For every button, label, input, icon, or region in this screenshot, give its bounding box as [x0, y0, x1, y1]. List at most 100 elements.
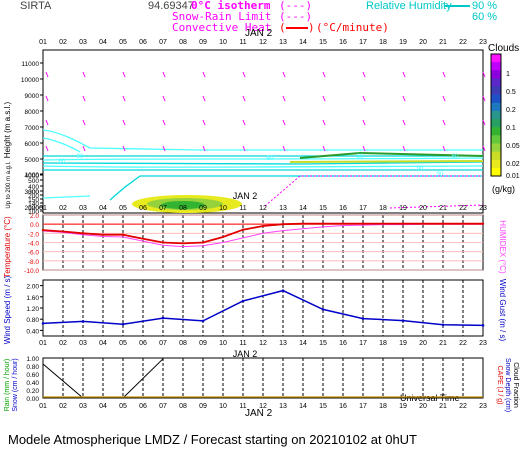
hour-label: 14 — [299, 340, 307, 347]
hour-label: 22 — [459, 39, 467, 46]
plot-area: 01 02 03 04 05 06 07 08 09 10 11 12 13 14 15 16 17 18 19 20… — [21, 39, 520, 410]
wind-speed-point — [81, 320, 85, 323]
cloud-scale-swatch — [491, 94, 501, 104]
wind-speed-point — [121, 322, 125, 326]
wind-barb — [202, 71, 206, 78]
wind-speed-point — [441, 323, 445, 327]
temperature-point — [201, 241, 205, 244]
humidity-isoline — [42, 137, 81, 153]
cloud-scale-swatch — [491, 78, 501, 88]
hour-label: 16 — [339, 39, 347, 46]
precip-tick-label: 0.80 — [26, 364, 39, 371]
height-tick-label: 10000 — [21, 77, 39, 84]
hour-label: 13 — [279, 205, 287, 212]
temperature-tick-label: -4.0 — [28, 241, 40, 248]
hour-label: 15 — [319, 205, 327, 212]
mid-date-label: JAN 2 — [233, 191, 258, 201]
hour-label: 20 — [419, 403, 427, 410]
temperature-tick-label: -2.0 — [28, 231, 40, 238]
hour-label: 04 — [99, 205, 107, 212]
cloud-scale-label: 0.1 — [506, 125, 516, 132]
wind-barb — [82, 119, 86, 126]
height-tick-label: 120 — [28, 205, 39, 212]
wind-barb — [402, 95, 406, 102]
precip-tick-label: 0.60 — [26, 372, 39, 379]
precip-tick-label: 0.00 — [26, 396, 39, 403]
height-tick-label: 2000 — [25, 205, 40, 212]
cloud-scale-label: 0.01 — [506, 173, 520, 180]
legend-zero-isotherm: 0°C isotherm — [191, 0, 271, 12]
wind-speed-point — [41, 322, 45, 325]
height-tick-label: 3000 — [25, 189, 40, 196]
hour-label: 18 — [379, 340, 387, 347]
hour-label: 04 — [99, 340, 107, 347]
hour-label: 10 — [219, 403, 227, 410]
bottom-date-label: JAN 2 — [245, 408, 273, 419]
cloud-scale-swatch — [491, 127, 501, 136]
hour-label: 06 — [139, 39, 147, 46]
hour-label: 02 — [59, 39, 67, 46]
hour-label: 05 — [119, 403, 127, 410]
wind-barb — [242, 71, 246, 78]
height-tick-label: 500 — [28, 178, 39, 185]
legend-convective-heat: Convective Heat — [172, 21, 271, 34]
hour-label: 05 — [119, 340, 127, 347]
wind-barb — [362, 145, 366, 152]
temperature-point — [121, 233, 125, 236]
wind-speed-point — [201, 319, 205, 323]
hour-label: 01 — [39, 39, 47, 46]
wind-barb — [402, 145, 406, 152]
temperature-tick-label: 2.0 — [30, 213, 39, 220]
cloud-scale-swatch — [491, 167, 501, 177]
wind-barb — [242, 119, 246, 126]
legend-rh-90: 90 % — [472, 0, 497, 12]
hour-label: 20 — [419, 340, 427, 347]
hour-label: 23 — [479, 39, 487, 46]
cloud-scale-label: 0.02 — [506, 161, 520, 168]
wind-barb — [442, 145, 446, 152]
height-tick-label: 1000 — [25, 172, 40, 179]
hour-label: 17 — [359, 39, 367, 46]
wind-barb — [482, 145, 486, 152]
wind-barb — [202, 95, 206, 102]
hour-label: 08 — [179, 340, 187, 347]
wind-speed-point — [241, 299, 245, 303]
svg-text:(---): (---) — [279, 10, 312, 23]
humidity-isoline-label: 60 — [357, 154, 364, 160]
wind-barb — [282, 119, 286, 126]
temperature-tick-label: -8.0 — [28, 259, 40, 266]
humidex-axis-title: HUMIDEX (°C) — [498, 220, 507, 274]
wind-barb — [442, 95, 446, 102]
hour-label: 11 — [239, 205, 246, 212]
hour-label: 08 — [179, 39, 187, 46]
wind-barb — [82, 71, 86, 78]
hour-label: 12 — [259, 403, 267, 410]
wind-barb — [242, 145, 246, 152]
svg-text:(: ( — [279, 21, 286, 34]
wind-barb — [162, 71, 166, 78]
humidity-isoline — [42, 165, 484, 168]
hour-label: 10 — [219, 39, 227, 46]
hour-label: 07 — [159, 403, 167, 410]
cloud-scale-frame — [490, 53, 502, 177]
height-axis-title: Height (m a.s.l.) — [3, 101, 12, 158]
humidity-isoline — [42, 157, 484, 161]
hour-label: 01 — [39, 205, 47, 212]
hour-label: 08 — [179, 205, 187, 212]
hour-label: 10 — [219, 205, 227, 212]
height-tick-label: 9000 — [25, 93, 40, 100]
hour-label: 06 — [139, 403, 147, 410]
wind-barb — [402, 71, 406, 78]
hour-label: 03 — [79, 39, 87, 46]
precip-tick-label: 0.40 — [26, 380, 39, 387]
hour-label: 11 — [239, 39, 246, 46]
wind-barb — [362, 95, 366, 102]
hour-label: 22 — [459, 340, 467, 347]
mid-date-label: JAN 2 — [233, 349, 258, 359]
cloud-color-scale — [490, 53, 502, 177]
wind-barb — [45, 95, 49, 102]
hour-label: 09 — [199, 205, 207, 212]
cloud-scale-swatch — [491, 102, 501, 112]
wind-barb — [122, 71, 126, 78]
hour-label: 04 — [99, 403, 107, 410]
